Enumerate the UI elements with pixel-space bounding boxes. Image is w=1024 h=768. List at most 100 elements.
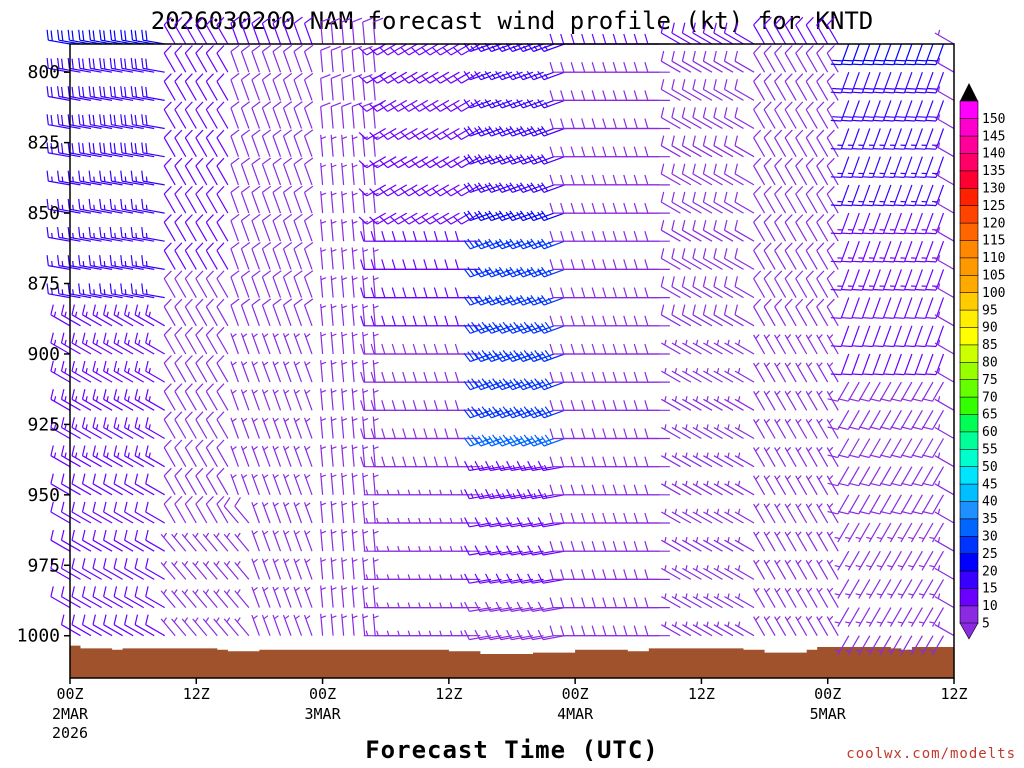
wind-barb — [826, 270, 839, 298]
wind-barb — [841, 240, 860, 263]
colorbar-swatch — [959, 205, 979, 224]
wind-barb — [421, 71, 450, 84]
wind-barb — [784, 615, 797, 637]
wind-barb — [195, 185, 208, 214]
wind-barb — [724, 565, 744, 580]
wind-barb — [163, 298, 176, 327]
wind-barb — [911, 466, 934, 487]
wind-barb — [484, 154, 513, 165]
wind-barb — [261, 558, 271, 580]
wind-barb — [303, 333, 313, 355]
wind-barb — [88, 227, 113, 242]
wind-barb — [880, 494, 902, 515]
wind-barb — [795, 73, 808, 101]
wind-barb — [202, 589, 218, 608]
colorbar-swatch — [959, 344, 979, 363]
wind-barb — [202, 560, 218, 580]
wind-barb — [293, 129, 303, 157]
wind-barb — [692, 452, 713, 468]
wind-barb — [400, 184, 429, 197]
wind-barb — [883, 43, 902, 66]
wind-barb — [527, 489, 555, 500]
wind-barb — [282, 270, 293, 298]
wind-barb — [753, 298, 766, 327]
wind-barb — [830, 184, 850, 207]
wind-barb — [816, 418, 829, 439]
wind-barb — [713, 339, 734, 355]
wind-barb — [485, 489, 513, 500]
wind-barb — [46, 142, 71, 158]
wind-barb — [826, 45, 839, 73]
wind-barb — [272, 558, 282, 580]
wind-barb — [660, 304, 681, 327]
wind-barb — [805, 242, 818, 270]
wind-barb — [934, 593, 955, 609]
wind-barb — [859, 466, 881, 487]
wind-barb — [372, 275, 379, 298]
wind-barb — [145, 529, 166, 552]
wind-barb — [644, 569, 670, 581]
wind-barb — [795, 503, 808, 524]
y-tick-label: 975 — [27, 555, 60, 576]
wind-barb — [458, 517, 481, 524]
wind-barb — [830, 43, 850, 66]
wind-barb — [908, 522, 923, 543]
wind-barb — [901, 381, 923, 402]
colorbar-label: 105 — [982, 269, 1005, 284]
wind-barb — [703, 536, 723, 552]
wind-barb — [516, 489, 544, 500]
wind-barb — [774, 559, 787, 580]
wind-barb — [50, 417, 71, 440]
wind-barb — [303, 558, 313, 580]
wind-barb — [837, 410, 860, 430]
wind-barb — [484, 125, 513, 137]
wind-barb — [537, 434, 565, 447]
wind-barb — [163, 270, 176, 298]
wind-barb — [537, 406, 565, 419]
wind-barb — [103, 586, 123, 609]
wind-barb — [805, 298, 818, 327]
wind-barb — [230, 298, 240, 327]
wind-barb — [495, 238, 523, 250]
wind-barb — [506, 573, 534, 584]
wind-barb — [805, 45, 818, 73]
wind-barb — [922, 466, 945, 487]
wind-barb — [293, 101, 303, 129]
wind-barb — [734, 135, 755, 158]
wind-barb — [474, 70, 502, 81]
wind-barb — [724, 452, 744, 468]
wind-barb — [379, 156, 408, 169]
wind-barb — [872, 269, 892, 291]
wind-barb — [230, 445, 239, 467]
wind-barb — [887, 579, 902, 599]
wind-barb — [130, 198, 155, 214]
wind-barb — [320, 17, 331, 45]
wind-barb — [816, 129, 829, 158]
wind-barb — [463, 266, 492, 278]
wind-barb — [205, 355, 218, 383]
wind-barb — [134, 332, 155, 355]
wind-barb — [261, 157, 272, 186]
wind-barb — [463, 210, 492, 222]
wind-barb — [474, 154, 502, 165]
wind-barb — [795, 446, 808, 467]
wind-barb — [703, 480, 723, 496]
wind-barb — [272, 417, 282, 439]
wind-barb — [103, 614, 123, 637]
wind-barb — [526, 266, 555, 278]
wind-barb — [862, 71, 881, 94]
wind-barb — [753, 390, 766, 411]
wind-barb — [184, 439, 197, 467]
wind-barb — [282, 16, 293, 45]
wind-barb — [880, 438, 902, 459]
wind-barb — [50, 332, 71, 355]
wind-barb — [411, 184, 439, 197]
wind-barb — [293, 157, 303, 186]
wind-barb — [141, 283, 165, 299]
wind-barb — [713, 424, 734, 440]
wind-barb — [251, 270, 261, 298]
wind-barb — [724, 480, 744, 496]
wind-barb — [826, 242, 839, 270]
colorbar-label: 10 — [982, 599, 998, 614]
